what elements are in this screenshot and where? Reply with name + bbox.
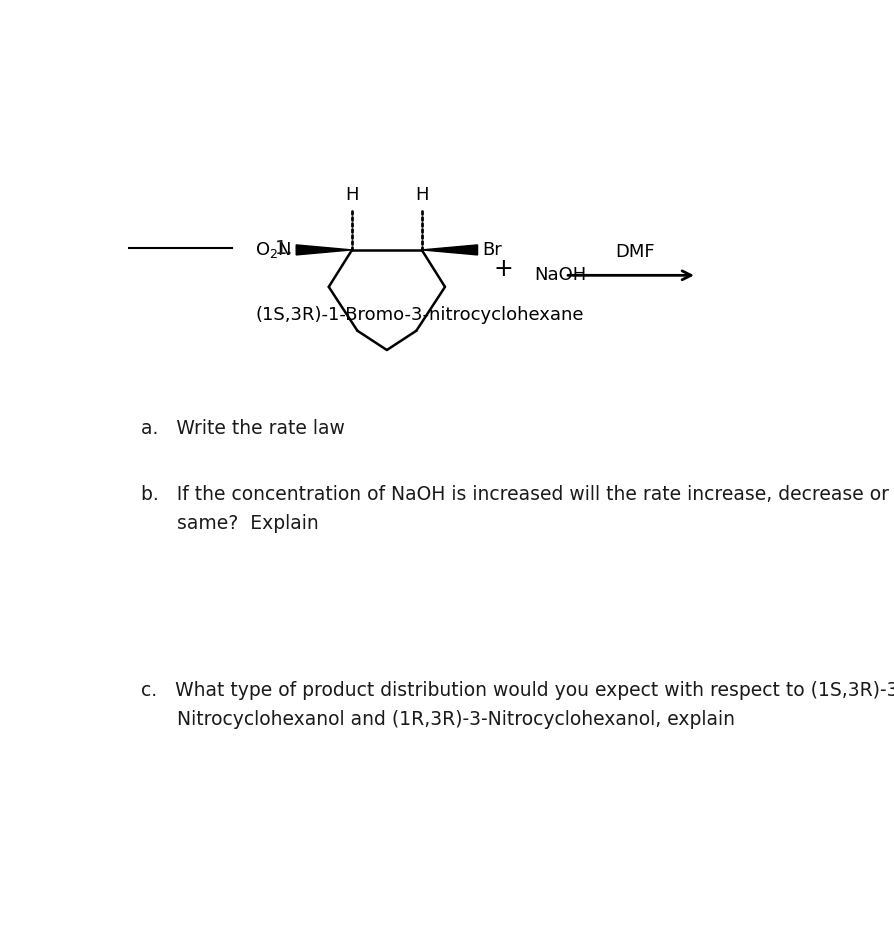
Text: c.   What type of product distribution would you expect with respect to (1S,3R)-: c. What type of product distribution wou… [141,681,894,700]
Text: +: + [493,257,513,281]
Text: O$_2$N: O$_2$N [255,240,291,260]
Text: a.   Write the rate law: a. Write the rate law [141,419,345,438]
Polygon shape [296,245,352,255]
Text: H: H [415,187,428,205]
Text: NaOH: NaOH [534,266,586,284]
Text: Br: Br [482,241,502,259]
Text: DMF: DMF [615,244,654,262]
Text: same?  Explain: same? Explain [141,514,319,533]
Text: b.   If the concentration of NaOH is increased will the rate increase, decrease : b. If the concentration of NaOH is incre… [141,485,894,503]
Text: Nitrocyclohexanol and (1R,3R)-3-Nitrocyclohexanol, explain: Nitrocyclohexanol and (1R,3R)-3-Nitrocyc… [141,711,735,729]
Polygon shape [422,245,477,255]
Text: 1.: 1. [275,239,294,258]
Text: (1S,3R)-1-Bromo-3-nitrocyclohexane: (1S,3R)-1-Bromo-3-nitrocyclohexane [255,306,584,324]
Text: H: H [345,187,358,205]
